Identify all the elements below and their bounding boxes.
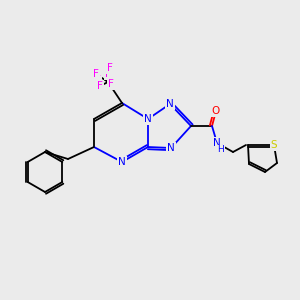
Text: N: N xyxy=(213,138,221,148)
Text: N: N xyxy=(144,114,152,124)
Text: H: H xyxy=(218,146,224,154)
Text: F: F xyxy=(93,69,99,79)
Text: O: O xyxy=(212,106,220,116)
Text: N: N xyxy=(166,99,174,109)
Text: N: N xyxy=(118,157,126,167)
Text: S: S xyxy=(271,140,277,150)
Text: N: N xyxy=(167,143,175,153)
Text: F: F xyxy=(107,63,113,73)
Text: F: F xyxy=(97,81,103,91)
Text: F: F xyxy=(108,79,114,89)
Text: F: F xyxy=(95,75,101,85)
Text: F: F xyxy=(105,69,111,79)
